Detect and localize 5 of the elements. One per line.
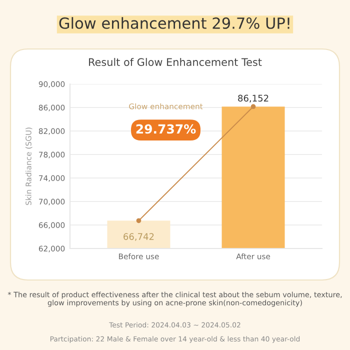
data-label: 86,152: [238, 94, 268, 102]
data-label: 66,742: [124, 233, 154, 241]
annotation: 29.737%: [136, 124, 196, 134]
text: Glow enhancement 29.7% UP!: [59, 17, 290, 29]
chart-title: Result of Glow Enhancement Test: [89, 58, 262, 66]
